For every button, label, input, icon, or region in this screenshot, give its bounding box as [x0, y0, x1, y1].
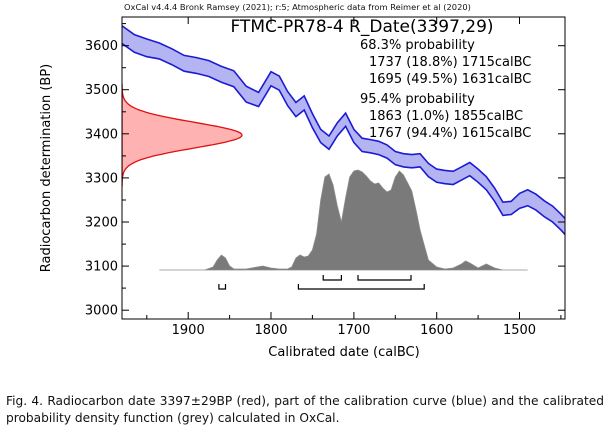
- range-95-bracket-2: [297, 284, 425, 290]
- annotation-68-range-2: 1695 (49.5%) 1631calBC: [369, 72, 531, 87]
- radiocarbon-date-layer: [122, 83, 243, 187]
- annotation-95-range-1: 1863 (1.0%) 1855calBC: [369, 109, 523, 124]
- range-95-bracket-1: [218, 284, 227, 290]
- probability-annotations: 68.3% probability 1737 (18.8%) 1715calBC…: [360, 38, 531, 141]
- y-tick-label-3200: 3200: [85, 216, 118, 231]
- y-tick-label-3500: 3500: [85, 83, 118, 98]
- probability-range-brackets: [218, 275, 425, 290]
- y-tick-label-3400: 3400: [85, 127, 118, 142]
- x-tick-label-1800: 1800: [254, 323, 287, 338]
- y-axis-label: Radiocarbon determination (BP): [39, 64, 54, 272]
- figure-caption: Fig. 4. Radiocarbon date 3397±29BP (red)…: [6, 394, 604, 425]
- calibration-curve-upper: [122, 25, 565, 220]
- x-tick-label-1700: 1700: [337, 323, 370, 338]
- y-tick-label-3100: 3100: [85, 260, 118, 275]
- annotation-68-range-1: 1737 (18.8%) 1715calBC: [369, 55, 531, 70]
- calibration-curve-band: [122, 25, 565, 235]
- range-68-bracket-2: [357, 275, 412, 281]
- plot-frame: [121, 16, 566, 320]
- y-tick-label-3600: 3600: [85, 39, 118, 54]
- annotation-95-range-2: 1767 (94.4%) 1615calBC: [369, 126, 531, 141]
- annotation-95-heading: 95.4% probability: [360, 92, 475, 107]
- calibration-curve-layer: [122, 25, 565, 235]
- radiocarbon-date-distribution: [122, 83, 243, 187]
- calibration-curve-lower: [122, 42, 565, 235]
- axes: 1900 1800 1700 1600 1500 3000 3100 3200 3300 3400…: [85, 16, 566, 338]
- y-tick-label-3000: 3000: [85, 304, 118, 319]
- calibration-chart: OxCal v4.4.4 Bronk Ramsey (2021); r:5; A…: [39, 2, 566, 360]
- x-tick-label-1900: 1900: [172, 323, 205, 338]
- x-axis-label: Calibrated date (calBC): [268, 345, 419, 360]
- oxcal-version-header: OxCal v4.4.4 Bronk Ramsey (2021); r:5; A…: [124, 2, 471, 12]
- chart-title: FTMC-PR78-4 R_Date(3397,29): [230, 17, 493, 37]
- y-tick-label-3300: 3300: [85, 171, 118, 186]
- x-tick-label-1600: 1600: [420, 323, 453, 338]
- range-68-bracket-1: [322, 275, 342, 281]
- probability-distribution-layer: [159, 169, 528, 271]
- annotation-68-heading: 68.3% probability: [360, 38, 475, 53]
- x-tick-label-1500: 1500: [503, 323, 536, 338]
- probability-distribution-area: [159, 169, 528, 271]
